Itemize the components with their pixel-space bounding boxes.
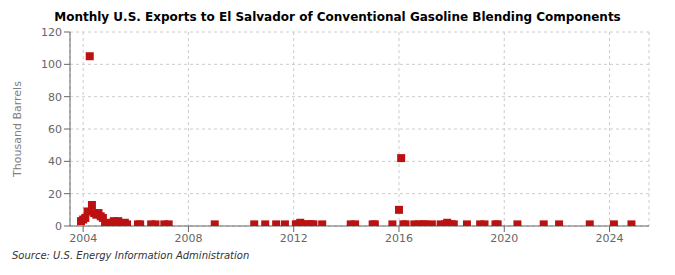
svg-text:2024: 2024 <box>596 232 624 245</box>
svg-text:80: 80 <box>48 91 62 104</box>
svg-text:20: 20 <box>48 188 62 201</box>
svg-text:2008: 2008 <box>174 232 202 245</box>
svg-text:100: 100 <box>41 58 62 71</box>
svg-text:2020: 2020 <box>490 232 518 245</box>
svg-text:Thousand Barrels: Thousand Barrels <box>11 81 24 178</box>
svg-text:2016: 2016 <box>385 232 413 245</box>
svg-text:120: 120 <box>41 26 62 39</box>
html-text:Source: U.S. Energy Informatio: Source: U.S. Energy Information Administ… <box>12 250 250 261</box>
svg-text:2004: 2004 <box>69 232 97 245</box>
svg-text:0: 0 <box>55 220 62 233</box>
svg-text:2012: 2012 <box>280 232 308 245</box>
html-text:Monthly U.S. Exports to El Sal: Monthly U.S. Exports to El Salvador of C… <box>54 10 621 24</box>
svg-text:40: 40 <box>48 155 62 168</box>
svg-text:60: 60 <box>48 123 62 136</box>
